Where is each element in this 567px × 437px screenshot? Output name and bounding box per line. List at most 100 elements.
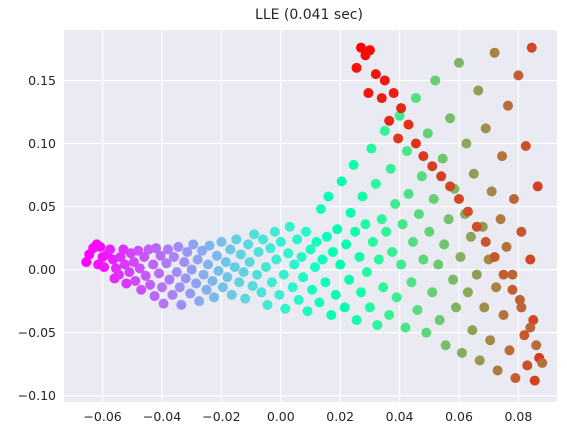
scatter-point — [335, 259, 346, 270]
scatter-point — [240, 293, 251, 304]
scatter-point — [529, 375, 540, 386]
scatter-point — [306, 284, 317, 295]
scatter-point — [198, 269, 209, 280]
scatter-point — [453, 57, 464, 68]
scatter-point — [391, 292, 402, 303]
scatter-point — [191, 278, 202, 289]
scatter-point — [148, 259, 159, 270]
scatter-point — [203, 259, 214, 270]
x-tick-label: 0.08 — [504, 409, 532, 424]
scatter-point — [437, 153, 448, 164]
scatter-point — [537, 357, 548, 368]
x-tick-label: 0.02 — [326, 409, 354, 424]
scatter-point — [296, 251, 307, 262]
scatter-point — [341, 239, 352, 250]
scatter-point — [501, 241, 512, 252]
scatter-point — [192, 254, 203, 265]
scatter-point — [397, 219, 408, 230]
y-tick-label: −0.05 — [18, 325, 56, 340]
scatter-point — [424, 226, 435, 237]
scatter-point — [194, 296, 205, 307]
scatter-point — [168, 251, 179, 262]
scatter-point — [315, 204, 326, 215]
scatter-point — [471, 269, 482, 280]
scatter-point — [514, 294, 525, 305]
y-tick-label: 0.15 — [28, 73, 56, 88]
scatter-point — [507, 284, 518, 295]
scatter-point — [473, 85, 484, 96]
scatter-point — [413, 209, 424, 220]
scatter-point — [361, 267, 372, 278]
scatter-point — [400, 322, 411, 333]
scatter-point — [265, 243, 276, 254]
scatter-point — [211, 250, 222, 261]
scatter-point — [287, 282, 298, 293]
scatter-point — [384, 309, 395, 320]
scatter-point — [455, 251, 466, 262]
scatter-point — [188, 239, 199, 250]
scatter-point — [462, 206, 473, 217]
scatter-point — [197, 245, 208, 256]
scatter-point — [421, 327, 432, 338]
scatter-point — [445, 113, 456, 124]
scatter-point — [360, 219, 371, 230]
scatter-point — [489, 251, 500, 262]
scatter-point — [390, 199, 401, 210]
scatter-point — [149, 291, 160, 302]
scatter-point — [418, 151, 429, 162]
scatter-point — [271, 254, 282, 265]
scatter-point — [479, 302, 490, 313]
scatter-point — [289, 259, 300, 270]
scatter-point — [283, 248, 294, 259]
scatter-point — [403, 188, 414, 199]
scatter-point — [407, 236, 418, 247]
scatter-point — [480, 123, 491, 134]
scatter-point — [502, 100, 513, 111]
scatter-point — [354, 251, 365, 262]
scatter-point — [525, 322, 536, 333]
scatter-point — [516, 302, 527, 313]
scatter-point — [128, 257, 139, 268]
scatter-point — [139, 251, 150, 262]
scatter-point — [387, 246, 398, 257]
gridlines — [64, 30, 557, 402]
scatter-point — [355, 287, 366, 298]
scatter-point — [427, 287, 438, 298]
scatter-point — [305, 244, 316, 255]
scatter-point — [422, 128, 433, 139]
scatter-point — [217, 282, 228, 293]
scatter-point — [301, 226, 312, 237]
x-tick-label: 0.06 — [445, 409, 473, 424]
scatter-point — [528, 315, 539, 326]
scatter-point — [453, 193, 464, 204]
scatter-point — [474, 355, 485, 366]
scatter-point — [385, 163, 396, 174]
scatter-point — [355, 42, 366, 53]
scatter-point — [253, 246, 264, 257]
scatter-point — [201, 284, 212, 295]
scatter-point — [186, 264, 197, 275]
scatter-point — [439, 239, 450, 250]
scatter-point — [99, 262, 110, 273]
scatter-point — [430, 75, 441, 86]
scatter-point — [396, 259, 407, 270]
scatter-point — [274, 289, 285, 300]
scatter-point — [164, 274, 175, 285]
scatter-point — [402, 146, 413, 157]
scatter-point — [485, 335, 496, 346]
x-tick-label: 0.04 — [386, 409, 414, 424]
scatter-point — [252, 269, 263, 280]
scatter-point — [176, 299, 187, 310]
scatter-point — [504, 345, 515, 356]
scatter-point — [256, 287, 267, 298]
scatter-point — [213, 265, 224, 276]
scatter-point — [393, 133, 404, 144]
scatter-point — [247, 280, 258, 291]
scatter-point — [229, 262, 240, 273]
scatter-point — [461, 138, 472, 149]
x-tick-label: 0.00 — [267, 409, 295, 424]
scatter-point — [151, 243, 162, 254]
y-tick-label: 0.05 — [28, 199, 56, 214]
scatter-point — [376, 93, 387, 104]
scatter-point — [410, 93, 421, 104]
